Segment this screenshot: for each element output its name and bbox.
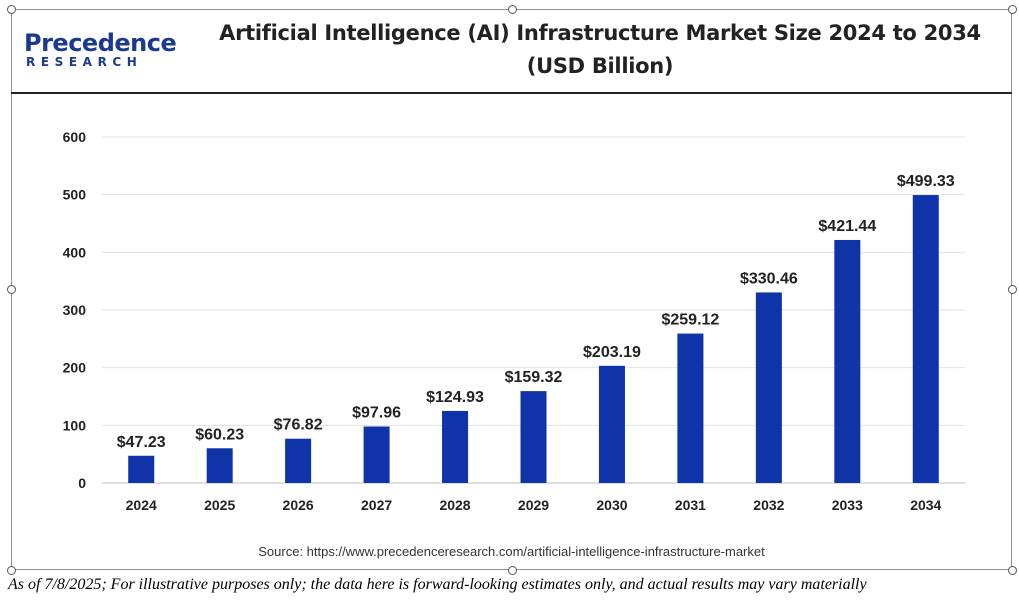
data-label: $499.33 <box>897 173 955 190</box>
y-tick-label: 200 <box>63 360 87 376</box>
x-tick-label: 2026 <box>283 497 314 513</box>
bar <box>442 410 469 483</box>
bar <box>834 239 861 483</box>
y-tick-label: 600 <box>63 129 87 145</box>
disclaimer-text: As of 7/8/2025; For illustrative purpose… <box>8 576 867 593</box>
bar <box>677 333 704 483</box>
x-tick-label: 2034 <box>910 497 941 513</box>
precedence-research-logo: Precedence RESEARCH <box>24 30 184 68</box>
resize-handle-top-left[interactable] <box>7 5 16 14</box>
source-note: Source: https://www.precedenceresearch.c… <box>258 544 765 559</box>
data-label: $124.93 <box>426 389 484 406</box>
bar <box>598 365 625 483</box>
data-label: $421.44 <box>818 218 876 235</box>
data-label: $97.96 <box>352 405 401 422</box>
y-tick-label: 100 <box>63 417 87 433</box>
logo-wordmark: Precedence <box>24 29 177 57</box>
y-tick-label: 0 <box>78 475 86 491</box>
y-tick-label: 400 <box>63 244 87 260</box>
x-tick-label: 2032 <box>753 497 784 513</box>
chart-title: Artificial Intelligence (AI) Infrastruct… <box>219 21 981 78</box>
x-tick-label: 2025 <box>204 497 235 513</box>
y-tick-label: 500 <box>63 187 87 203</box>
x-tick-label: 2029 <box>518 497 549 513</box>
x-tick-label: 2033 <box>832 497 863 513</box>
bar <box>285 438 312 483</box>
y-tick-label: 300 <box>63 302 87 318</box>
data-label: $47.23 <box>117 434 166 451</box>
bar <box>128 455 155 483</box>
resize-handle-top-center[interactable] <box>508 5 517 14</box>
header-divider <box>11 92 1012 94</box>
data-label: $159.32 <box>505 369 563 386</box>
resize-handle-bottom-right[interactable] <box>1008 566 1017 575</box>
data-label: $259.12 <box>661 312 719 329</box>
resize-handle-top-right[interactable] <box>1008 5 1017 14</box>
bar <box>363 426 390 483</box>
x-tick-label: 2024 <box>126 497 157 513</box>
data-label: $76.82 <box>274 417 323 434</box>
x-tick-label: 2030 <box>596 497 627 513</box>
bar <box>912 195 939 483</box>
x-tick-label: 2028 <box>439 497 470 513</box>
resize-handle-bottom-left[interactable] <box>7 566 16 575</box>
x-tick-label: 2031 <box>675 497 706 513</box>
data-label: $60.23 <box>195 426 244 443</box>
resize-handle-middle-right[interactable] <box>1008 285 1017 294</box>
data-label: $203.19 <box>583 344 641 361</box>
bar <box>206 448 233 483</box>
bar <box>520 391 547 483</box>
data-label: $330.46 <box>740 270 798 287</box>
x-tick-label: 2027 <box>361 497 392 513</box>
bar <box>755 292 782 483</box>
resize-handle-bottom-center[interactable] <box>508 566 517 575</box>
resize-handle-middle-left[interactable] <box>7 285 16 294</box>
logo-subtitle: RESEARCH <box>26 55 143 69</box>
